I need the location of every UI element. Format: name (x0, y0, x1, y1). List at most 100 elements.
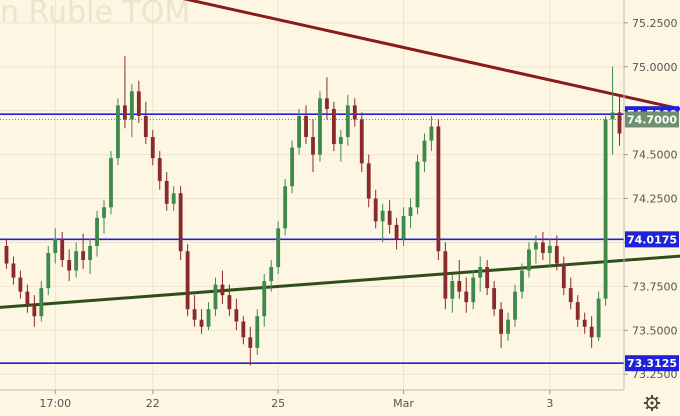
y-tick-label: 75.2500 (632, 17, 678, 30)
y-tick-label: 75.0000 (632, 61, 678, 74)
candle-body (227, 295, 232, 310)
candle-body (11, 263, 16, 278)
candle-body (331, 108, 336, 145)
candle-body (171, 193, 176, 204)
candle-body (157, 158, 162, 181)
candle-body (248, 337, 253, 348)
y-axis: 75.250075.000074.750074.500074.250074.00… (624, 17, 678, 381)
candle-body (568, 288, 573, 303)
candle-body (95, 217, 99, 246)
candle-body (304, 115, 308, 138)
candle-body (143, 115, 148, 138)
candle-body (478, 267, 483, 278)
candle-body (443, 251, 448, 299)
candle-body (283, 186, 288, 229)
level-price-label: 73.3125 (625, 355, 679, 372)
x-axis: 17:002225Mar35 (39, 390, 553, 410)
grid (0, 0, 624, 390)
candle-body (520, 270, 524, 292)
candle-body (178, 193, 183, 252)
candle-body (596, 298, 601, 338)
y-tick-label: 73.2500 (632, 368, 678, 381)
candle-body (32, 305, 37, 317)
candle-body (492, 288, 497, 310)
candle-body (311, 137, 315, 155)
candle-body (345, 105, 350, 138)
candle-body (373, 198, 378, 222)
x-tick-label: 22 (146, 397, 160, 410)
candle-body (276, 228, 281, 268)
candle-body (262, 281, 267, 317)
plot-area (0, 0, 624, 390)
candle-body (241, 321, 246, 338)
candle-body (527, 249, 531, 271)
y-tick-label: 74.2500 (632, 193, 678, 206)
level-price-text: 74.7000 (627, 113, 677, 126)
candle-body (401, 216, 406, 239)
candle-body (359, 119, 364, 164)
candle-body (206, 309, 211, 327)
candle-body (60, 238, 65, 260)
x-tick-label: Mar (393, 397, 414, 410)
candle-body (199, 319, 204, 327)
settings-button[interactable] (644, 395, 660, 411)
candle-body (122, 105, 127, 120)
candle-body (74, 251, 79, 271)
level-lines (0, 113, 624, 365)
candle-body (387, 210, 392, 225)
candle-body (352, 105, 357, 120)
candle-body (4, 245, 9, 264)
candle-body (380, 210, 385, 222)
candle-body (150, 137, 155, 159)
candle-body (534, 242, 538, 250)
candle-body (415, 161, 420, 208)
candle-body (213, 284, 218, 310)
candle-body (318, 98, 322, 155)
candle-body (589, 326, 594, 338)
candle-body (185, 251, 190, 310)
candle-body (499, 309, 504, 334)
candle-body (603, 119, 608, 299)
candle-body (338, 137, 343, 145)
y-tick-label: 74.5000 (632, 149, 678, 162)
candle-body (109, 158, 113, 208)
candle-body (464, 291, 469, 303)
candle-body (53, 238, 58, 253)
candle-body (88, 245, 92, 260)
candle-body (506, 319, 510, 334)
candle-body (220, 284, 225, 296)
candle-body (192, 309, 197, 320)
level-price-badge (625, 231, 679, 248)
x-tick-label: 3 (546, 397, 553, 410)
watermark: n Ruble TOM (0, 0, 190, 30)
candle-body (46, 252, 51, 289)
trendline-support[interactable] (0, 246, 680, 309)
candle-body (394, 224, 399, 239)
candle-body (366, 163, 371, 199)
candle-body (136, 91, 141, 116)
level-price-badge (625, 355, 679, 372)
candles (4, 56, 622, 366)
y-tick-label: 73.7500 (632, 280, 678, 293)
gear-icon (644, 395, 660, 411)
candle-body (547, 245, 552, 253)
level-price-text: 73.3125 (627, 357, 677, 370)
candle-body (575, 302, 580, 320)
candle-body (422, 140, 427, 162)
candle-body (67, 260, 72, 271)
candle-body (513, 291, 517, 320)
level-price-badge (625, 111, 679, 128)
candle-body (554, 245, 559, 264)
candle-body (25, 291, 30, 306)
y-tick-label: 73.5000 (632, 324, 678, 337)
candle-body (408, 207, 413, 217)
x-tick-label: 25 (271, 397, 285, 410)
candle-body (116, 105, 120, 159)
candle-body (129, 91, 134, 120)
candle-body (290, 147, 295, 187)
candle-body (582, 319, 587, 327)
candle-body (485, 267, 490, 289)
candle-body (325, 98, 329, 109)
